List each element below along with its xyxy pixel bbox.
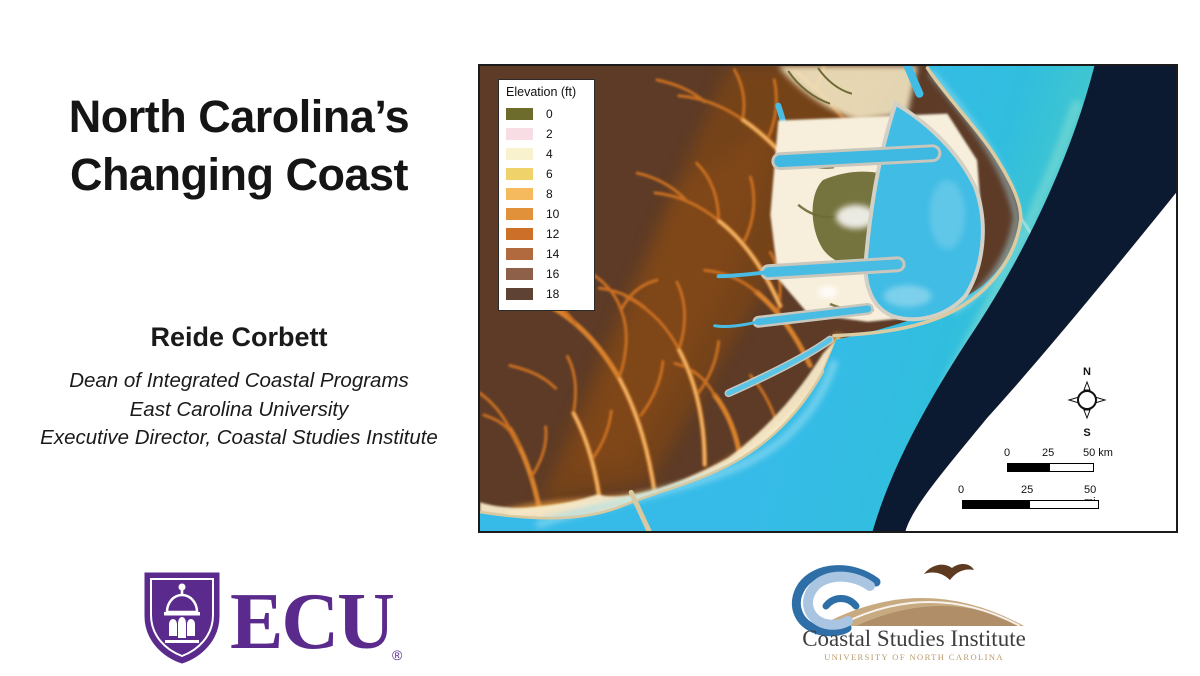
scale-mi-0: 0 bbox=[958, 484, 965, 496]
legend-title: Elevation (ft) bbox=[506, 85, 577, 99]
csi-logo: Coastal Studies Institute UNIVERSITY OF … bbox=[791, 564, 1026, 662]
dune-icon bbox=[820, 598, 1024, 627]
scale-km-0: 0 bbox=[1004, 447, 1011, 459]
legend-row: 8 bbox=[506, 184, 587, 204]
elevation-map: Elevation (ft) 0 2 4 6 8 10 12 14 16 18 … bbox=[478, 64, 1178, 533]
shield-icon bbox=[144, 572, 220, 664]
scale-mi-bar bbox=[962, 500, 1099, 509]
scale-bar-km: 0 25 50 km bbox=[1004, 447, 1124, 475]
csi-wordmark: Coastal Studies Institute bbox=[802, 626, 1026, 651]
legend-swatch bbox=[506, 248, 533, 260]
legend-row: 4 bbox=[506, 144, 587, 164]
legend-swatch bbox=[506, 168, 533, 180]
legend-row: 12 bbox=[506, 224, 587, 244]
compass-rose: N S bbox=[1065, 366, 1109, 444]
scale-km-bar bbox=[1007, 463, 1094, 472]
map-white-corner bbox=[905, 192, 1176, 531]
scale-mi-25: 25 bbox=[1021, 484, 1034, 496]
elevation-legend: Elevation (ft) 0 2 4 6 8 10 12 14 16 18 bbox=[498, 79, 595, 311]
scale-km-25: 25 bbox=[1042, 447, 1055, 459]
compass-icon bbox=[1067, 380, 1107, 420]
legend-swatch bbox=[506, 188, 533, 200]
slide-title: North Carolina’s Changing Coast bbox=[10, 88, 468, 203]
legend-swatch bbox=[506, 208, 533, 220]
ecu-wordmark: ECU bbox=[230, 578, 393, 666]
legend-swatch bbox=[506, 268, 533, 280]
author-role-1: Dean of Integrated Coastal Programs bbox=[69, 369, 409, 392]
legend-swatch bbox=[506, 108, 533, 120]
wave-icon bbox=[791, 565, 881, 637]
ecu-registered-mark: ® bbox=[392, 647, 403, 663]
legend-swatch bbox=[506, 288, 533, 300]
compass-north-label: N bbox=[1083, 366, 1091, 378]
sounds-rivers bbox=[713, 66, 985, 398]
slide-title-line1: North Carolina’s bbox=[68, 91, 410, 142]
author-block: Reide Corbett Dean of Integrated Coastal… bbox=[10, 322, 468, 453]
barrier-islands bbox=[480, 66, 1023, 531]
legend-swatch bbox=[506, 228, 533, 240]
csi-subtitle: UNIVERSITY OF NORTH CAROLINA bbox=[824, 652, 1004, 662]
legend-row: 0 bbox=[506, 104, 587, 124]
title-column: North Carolina’s Changing Coast Reide Co… bbox=[0, 0, 478, 676]
neuse-river bbox=[754, 305, 872, 326]
legend-swatch bbox=[506, 128, 533, 140]
scale-bar-mi: 0 25 50 mi bbox=[958, 484, 1108, 512]
legend-swatch bbox=[506, 148, 533, 160]
legend-row: 14 bbox=[506, 244, 587, 264]
ecu-logo: ECU ® bbox=[144, 572, 403, 666]
author-name: Reide Corbett bbox=[150, 322, 328, 352]
bogue-sound bbox=[726, 337, 833, 396]
legend-row: 6 bbox=[506, 164, 587, 184]
legend-row: 18 bbox=[506, 284, 587, 304]
author-role-3: Executive Director, Coastal Studies Inst… bbox=[40, 426, 438, 450]
deep-ocean-band bbox=[872, 66, 1176, 531]
legend-row: 10 bbox=[506, 204, 587, 224]
legend-row: 2 bbox=[506, 124, 587, 144]
albemarle-sound bbox=[774, 147, 939, 168]
coastal-lowland bbox=[480, 339, 836, 519]
legend-row: 16 bbox=[506, 264, 587, 284]
slide-title-line2: Changing Coast bbox=[70, 148, 409, 200]
scale-km-50: 50 km bbox=[1083, 447, 1113, 459]
pamlico-river bbox=[763, 259, 903, 278]
bird-icon bbox=[924, 564, 974, 580]
compass-south-label: S bbox=[1083, 427, 1091, 439]
author-role-2: East Carolina University bbox=[129, 397, 349, 421]
